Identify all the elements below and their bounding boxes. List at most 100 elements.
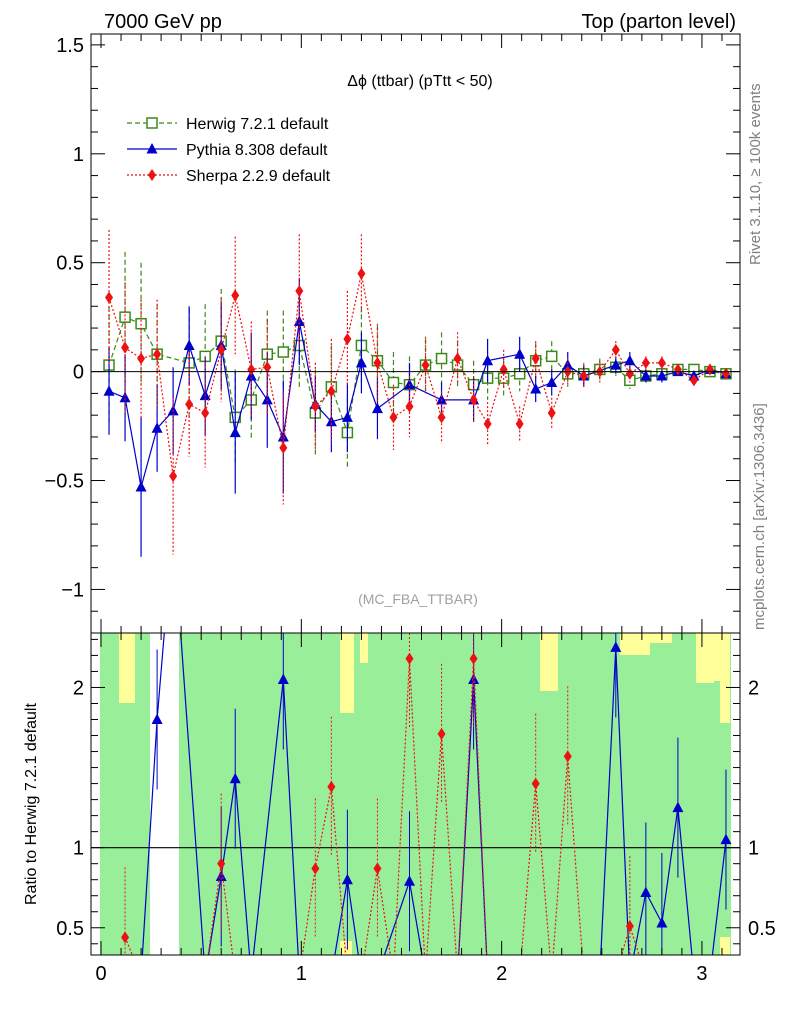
series-1 — [103, 277, 732, 557]
uncertainty-band-outer — [340, 941, 352, 955]
ratio-point — [327, 780, 336, 793]
y-tick-label: 0.5 — [56, 253, 84, 275]
data-point — [103, 385, 115, 396]
data-point — [689, 374, 698, 387]
uncertainty-band-outer — [360, 633, 368, 663]
ratio-point — [610, 641, 622, 652]
main-plot-panel: Δϕ (ttbar) (pTtt < 50) (MC_FBA_TTBAR) He… — [45, 33, 741, 634]
uncertainty-band-outer — [119, 633, 135, 703]
uncertainty-band-outer — [720, 633, 730, 723]
series-line-2 — [108, 273, 727, 477]
data-point — [705, 363, 714, 376]
ratio-point — [531, 777, 540, 790]
data-point — [437, 411, 446, 424]
ratio-line-0 — [141, 633, 727, 955]
legend-entry: Pythia 8.308 default — [186, 142, 328, 159]
data-point — [311, 400, 320, 413]
ratio-point — [311, 862, 320, 875]
data-point — [656, 369, 668, 381]
ratio-point — [373, 862, 382, 875]
series-0 — [103, 251, 732, 468]
data-point — [293, 315, 305, 327]
data-point — [357, 267, 366, 280]
data-point — [405, 400, 414, 413]
data-point — [135, 481, 147, 492]
plot-title: Δϕ (ttbar) (pTtt < 50) — [347, 73, 492, 90]
ratio-y-tick-label-right: 1 — [748, 838, 759, 860]
ratio-point — [437, 727, 446, 740]
data-point — [387, 376, 400, 389]
data-point — [469, 393, 478, 406]
data-point — [247, 363, 256, 376]
ratio-y-tick-label: 2 — [73, 677, 84, 699]
ratio-point — [341, 873, 353, 885]
data-point — [625, 367, 634, 380]
ratio-point — [672, 801, 684, 813]
legend: Herwig 7.2.1 default Pythia 8.308 default… — [127, 116, 331, 185]
data-point — [325, 415, 337, 427]
data-point — [610, 359, 622, 370]
legend-marker — [148, 169, 156, 181]
data-point — [435, 352, 448, 365]
data-point — [343, 332, 352, 345]
data-point — [453, 352, 462, 365]
ratio-y-tick-label: 1 — [73, 838, 84, 860]
ratio-series-1 — [121, 633, 640, 955]
y-tick-label: −0.5 — [45, 471, 84, 493]
series-2 — [105, 230, 730, 555]
data-point — [279, 441, 288, 454]
data-point — [217, 343, 226, 356]
ratio-point — [405, 652, 414, 665]
data-point — [546, 376, 558, 388]
x-tick-label: 0 — [95, 963, 106, 985]
uncertainty-band-outer — [540, 633, 558, 691]
data-point — [657, 356, 666, 369]
header-left: 7000 GeV pp — [104, 11, 222, 33]
ratio-point — [625, 920, 634, 933]
y-tick-label: −1 — [61, 579, 84, 601]
y-tick-label: 1.5 — [56, 35, 84, 57]
data-point — [183, 339, 195, 350]
data-point — [105, 291, 114, 304]
ratio-point — [563, 750, 572, 763]
data-point — [355, 356, 367, 368]
legend-marker — [146, 143, 158, 154]
data-point — [673, 363, 682, 376]
legend-entry: Herwig 7.2.1 default — [186, 116, 329, 133]
data-point — [389, 411, 398, 424]
data-point — [119, 311, 131, 323]
data-point — [201, 407, 210, 420]
ratio-y-tick-label-right: 2 — [748, 677, 759, 699]
data-point — [153, 348, 162, 361]
data-point — [611, 343, 620, 356]
data-point — [229, 426, 241, 438]
ratio-point — [215, 870, 227, 882]
data-point — [261, 393, 273, 405]
data-point — [151, 422, 163, 433]
ratio-point — [469, 652, 478, 665]
uncertainty-band-outer — [340, 633, 354, 713]
data-point — [579, 369, 588, 382]
legend-entry: Sherpa 2.2.9 default — [186, 168, 331, 185]
analysis-watermark: (MC_FBA_TTBAR) — [358, 591, 478, 607]
uncertainty-band-outer — [696, 633, 714, 683]
data-point — [436, 393, 448, 405]
data-point — [531, 352, 540, 365]
data-point — [137, 352, 146, 365]
x-tick-label: 3 — [696, 963, 707, 985]
data-point — [640, 369, 652, 381]
ratio-ylabel: Ratio to Herwig 7.2.1 default — [23, 703, 40, 905]
data-point — [483, 417, 492, 430]
data-point — [341, 411, 353, 422]
ratio-y-tick-label-right: 0.5 — [748, 918, 776, 940]
data-point — [624, 354, 636, 366]
ratio-point — [640, 886, 652, 898]
data-point — [482, 354, 494, 366]
ratio-point — [277, 673, 289, 684]
data-point — [514, 348, 526, 359]
uncertainty-band-outer — [620, 633, 650, 655]
data-point — [295, 285, 304, 298]
x-tick-label: 1 — [296, 963, 307, 985]
y-tick-label: 1 — [73, 144, 84, 166]
